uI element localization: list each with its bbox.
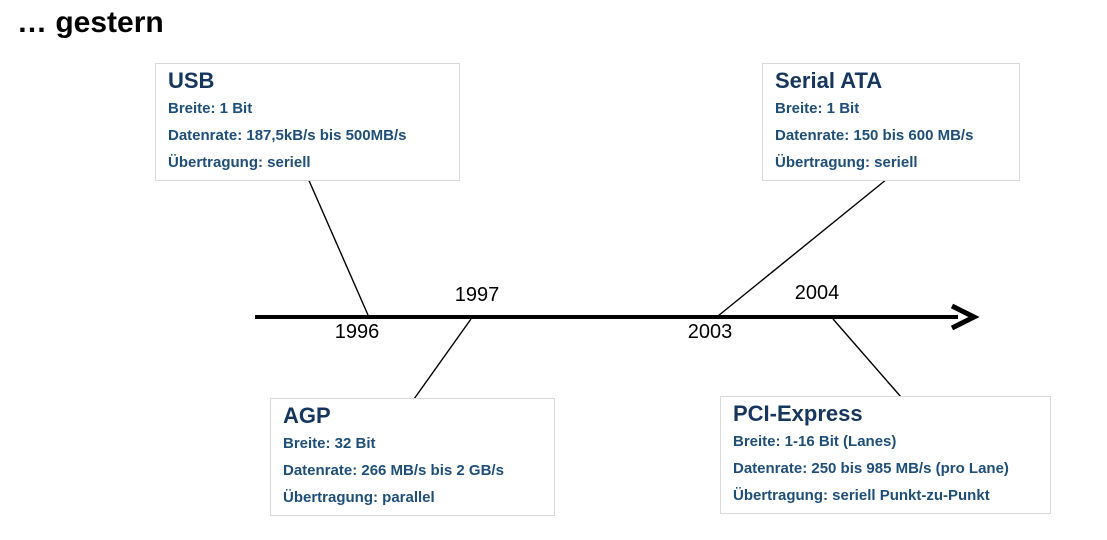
year-label-1997: 1997 (454, 284, 500, 306)
serial-ata-breite: Breite: 1 Bit (775, 100, 860, 117)
serial-ata-datenrate: Datenrate: 150 bis 600 MB/s (775, 127, 974, 144)
connector-usb-1996 (306, 175, 369, 316)
agp-breite: Breite: 32 Bit (283, 435, 376, 452)
usb-breite: Breite: 1 Bit (168, 100, 253, 117)
info-box-agp: AGP Breite: 32 Bit Datenrate: 266 MB/s b… (270, 398, 555, 516)
year-label-1996: 1996 (334, 321, 380, 343)
usb-datenrate: Datenrate: 187,5kB/s bis 500MB/s (168, 127, 407, 144)
connector-1997-agp (413, 318, 472, 400)
year-label-2003: 2003 (687, 321, 733, 343)
agp-datenrate: Datenrate: 266 MB/s bis 2 GB/s (283, 462, 504, 479)
agp-uebertragung: Übertragung: parallel (283, 489, 435, 506)
box-title-usb: USB (168, 68, 215, 93)
year-label-2004: 2004 (794, 282, 840, 304)
page-title: … gestern (17, 6, 164, 39)
pci-express-datenrate: Datenrate: 250 bis 985 MB/s (pro Lane) (733, 460, 1009, 477)
box-title-pci-express: PCI-Express (733, 401, 863, 426)
info-box-usb: USB Breite: 1 Bit Datenrate: 187,5kB/s b… (155, 63, 460, 181)
usb-uebertragung: Übertragung: seriell (168, 154, 311, 171)
box-title-agp: AGP (283, 403, 331, 428)
timeline-arrowhead-icon (950, 303, 980, 331)
serial-ata-uebertragung: Übertragung: seriell (775, 154, 918, 171)
info-box-pci-express: PCI-Express Breite: 1-16 Bit (Lanes) Dat… (720, 396, 1051, 514)
info-box-serial-ata: Serial ATA Breite: 1 Bit Datenrate: 150 … (762, 63, 1020, 181)
connector-2004-pcie (832, 318, 902, 398)
pci-express-breite: Breite: 1-16 Bit (Lanes) (733, 433, 897, 450)
pci-express-uebertragung: Übertragung: seriell Punkt-zu-Punkt (733, 487, 990, 504)
box-title-serial-ata: Serial ATA (775, 68, 883, 93)
